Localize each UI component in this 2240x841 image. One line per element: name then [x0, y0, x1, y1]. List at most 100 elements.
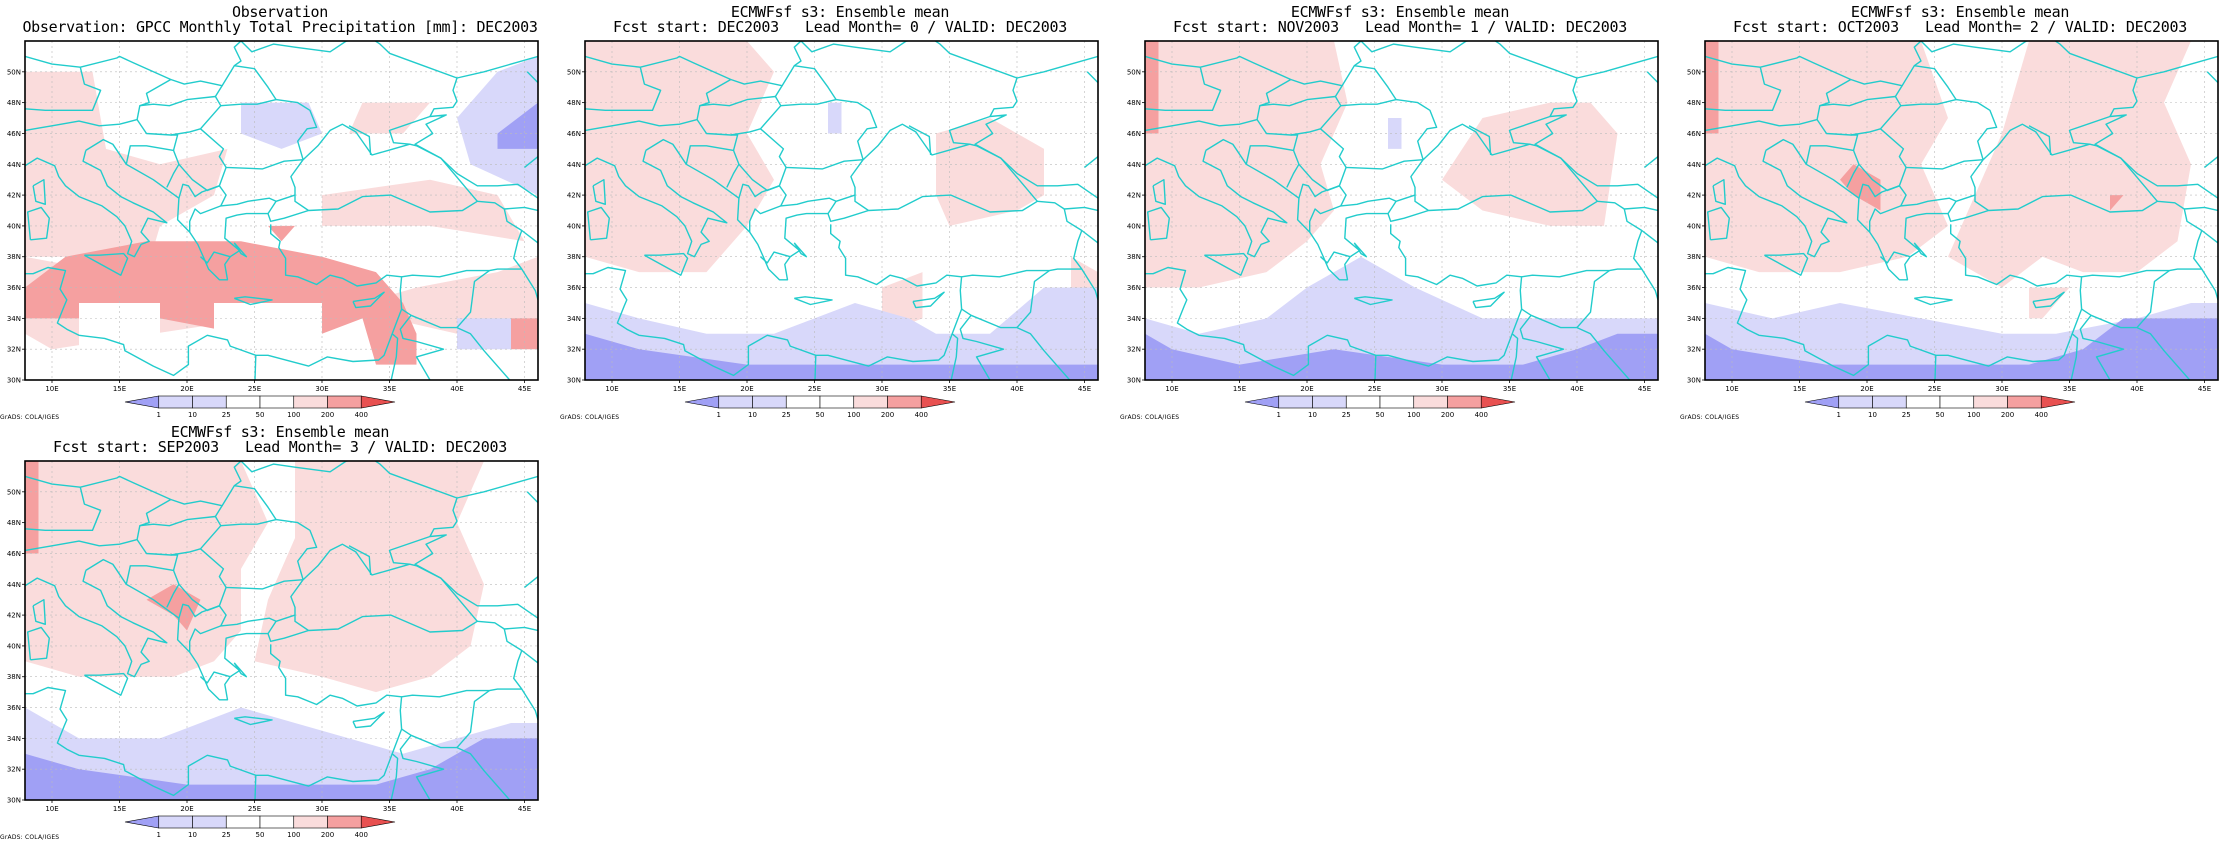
- colorbar-segment: [327, 395, 362, 409]
- colorbar-segment: [1312, 395, 1347, 409]
- coastline: [738, 163, 780, 192]
- coastline: [780, 98, 878, 160]
- coastline: [1298, 163, 1340, 192]
- coastline: [1510, 333, 1519, 380]
- x-tick-label: 10E: [45, 805, 58, 813]
- coastline: [1354, 296, 1393, 306]
- x-tick-label: 35E: [1503, 385, 1516, 393]
- y-tick-label: 38N: [7, 253, 21, 261]
- y-tick-label: 36N: [567, 284, 581, 292]
- coastline: [1338, 167, 1416, 207]
- colorbar-label: 1: [157, 831, 161, 839]
- coastline: [25, 570, 168, 678]
- colorbar-label: 400: [2035, 411, 2048, 419]
- coastline: [793, 242, 808, 258]
- coastline: [912, 291, 945, 309]
- y-tick-label: 30N: [1687, 377, 1701, 385]
- coastline: [409, 143, 538, 199]
- map-plot-area: [1705, 41, 2218, 380]
- colorbar-label: 100: [1967, 411, 1980, 419]
- coastline: [85, 534, 478, 701]
- y-tick-label: 48N: [567, 99, 581, 107]
- coastline: [188, 625, 222, 653]
- coastline: [738, 183, 780, 199]
- y-tick-label: 50N: [7, 488, 21, 496]
- coastline: [2201, 229, 2218, 244]
- coastline: [521, 688, 538, 721]
- colorbar-label: 200: [2001, 411, 2014, 419]
- panel-subtitle: Observation: GPCC Monthly Total Precipit…: [22, 18, 538, 36]
- shade-region-pos-light: [25, 461, 268, 677]
- coastline: [1204, 252, 1249, 276]
- x-tick-label: 40E: [2130, 385, 2143, 393]
- colorbar-label: 1: [1277, 411, 1281, 419]
- shade-region-neg-light: [457, 56, 538, 196]
- y-tick-label: 38N: [7, 673, 21, 681]
- colorbar-triangle-left: [124, 395, 160, 409]
- coastline: [961, 208, 1083, 278]
- coastline: [1308, 205, 1342, 233]
- grads-credit: GrADS: COLA/IGES: [1120, 414, 1180, 421]
- x-tick-label: 40E: [450, 385, 463, 393]
- coastline: [1086, 71, 1098, 84]
- coastline: [456, 475, 538, 499]
- y-tick-label: 36N: [1687, 284, 1701, 292]
- coastline: [220, 98, 318, 160]
- shade-region-none: [214, 303, 322, 350]
- map-frame: [1704, 40, 2219, 381]
- coastline: [178, 603, 220, 619]
- y-tick-label: 46N: [7, 550, 21, 558]
- colorbar-label: 400: [915, 411, 928, 419]
- map-panel-lead1: ECMWFsf s3: Ensemble mean Fcst start: NOV…: [1120, 0, 1680, 421]
- coastline: [1529, 143, 1658, 199]
- coastline: [27, 206, 50, 241]
- coastline: [25, 475, 81, 488]
- grads-credit: GrADS: COLA/IGES: [0, 414, 60, 421]
- y-tick-label: 46N: [1687, 130, 1701, 138]
- y-tick-label: 44N: [567, 161, 581, 169]
- coastline: [730, 78, 783, 97]
- colorbar-segment: [1905, 395, 1941, 409]
- y-tick-label: 48N: [1687, 99, 1701, 107]
- coastline: [27, 626, 50, 661]
- colorbar-label: 100: [847, 411, 860, 419]
- coastline: [1898, 167, 1976, 207]
- coastline: [959, 314, 1005, 380]
- colorbar-segment: [192, 395, 227, 409]
- coastline: [1705, 55, 1852, 132]
- coastline: [748, 205, 782, 233]
- shade-region-none: [79, 303, 160, 365]
- x-tick-label: 45E: [1078, 385, 1091, 393]
- colorbar: 1 10 25 50 100 200 400: [1244, 395, 1516, 419]
- coastline: [1947, 200, 1957, 214]
- colorbar-segment: [158, 395, 193, 409]
- coastline: [585, 55, 641, 68]
- coastline: [218, 167, 296, 207]
- grads-credit: GrADS: COLA/IGES: [0, 834, 60, 841]
- coastline: [592, 178, 606, 206]
- y-tick-label: 34N: [567, 315, 581, 323]
- coastline: [401, 208, 523, 278]
- map-plot-area: [585, 41, 1098, 380]
- colorbar-segment: [293, 815, 328, 829]
- colorbar-label: 25: [782, 411, 791, 419]
- coastline: [136, 515, 222, 556]
- coastline: [1705, 55, 1761, 68]
- colorbar-triangle-right: [2040, 395, 2076, 409]
- coastline: [1519, 314, 1565, 380]
- x-tick-label: 25E: [248, 385, 261, 393]
- y-tick-label: 32N: [7, 766, 21, 774]
- y-tick-label: 30N: [567, 377, 581, 385]
- coastline: [2206, 71, 2218, 84]
- x-tick-label: 40E: [1010, 385, 1023, 393]
- colorbar-segment: [259, 815, 295, 829]
- coastline: [399, 734, 445, 800]
- y-tick-label: 36N: [7, 284, 21, 292]
- coastline: [1340, 98, 1438, 160]
- coastline: [352, 291, 385, 309]
- map-panel-lead3: ECMWFsf s3: Ensemble mean Fcst start: SEP…: [0, 420, 560, 841]
- coastline: [390, 753, 399, 800]
- coastline: [2070, 333, 2079, 380]
- y-tick-label: 50N: [1127, 68, 1141, 76]
- coastline: [25, 224, 403, 377]
